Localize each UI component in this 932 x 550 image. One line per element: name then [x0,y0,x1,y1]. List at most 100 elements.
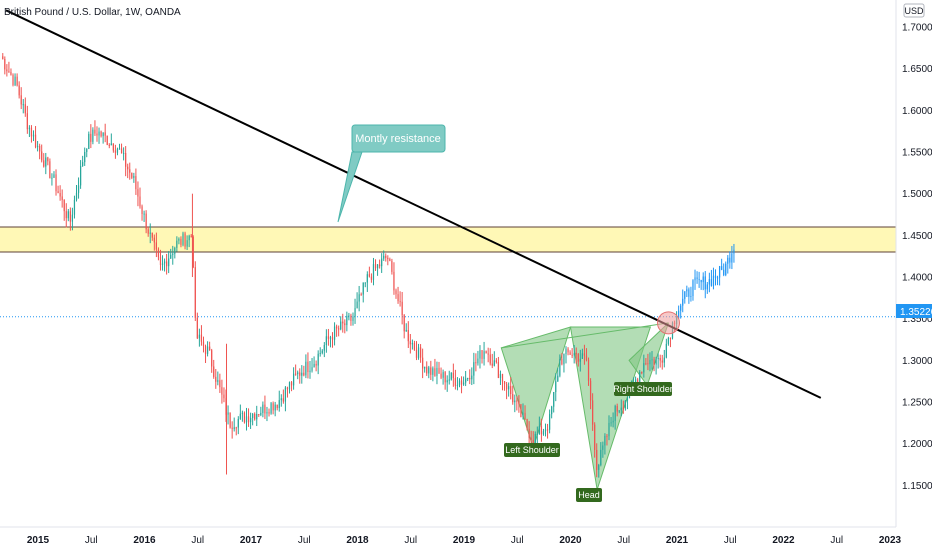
candle [446,375,448,392]
candle [551,405,553,419]
candle [460,376,463,394]
candle [700,279,702,290]
price-tick-label: 1.35000 [902,314,932,325]
candle [559,354,561,378]
candle [415,341,418,361]
candle [376,264,379,276]
descending-trendline[interactable] [5,9,822,399]
candle [41,144,43,163]
overlay-layer [5,9,822,399]
candle [350,313,352,326]
candle [577,352,579,367]
candle [182,231,184,247]
candle [137,181,139,207]
candle [114,144,117,159]
price-tick-label: 1.45000 [902,231,932,242]
candle [698,271,700,288]
candle [581,348,583,359]
candle [612,412,614,428]
candle [200,325,203,346]
resistance-callout[interactable]: Montly resistance [337,124,446,223]
price-axis[interactable]: USD 1.700001.650001.600001.550001.500001… [895,0,932,527]
candle [653,356,655,372]
candle [309,361,311,379]
candle [120,143,123,154]
candle [536,426,538,444]
candle [325,329,327,353]
current-price-tag: 1.35226 [896,304,932,318]
candle [65,203,67,228]
candle [55,169,57,196]
candle [665,338,667,359]
candle [647,353,649,371]
candle [657,353,659,369]
candle [237,416,239,435]
candle [131,172,133,180]
candle [10,68,12,76]
candle [110,133,112,146]
candle [315,360,317,372]
candle [32,130,35,142]
candle [387,255,389,266]
price-tick-label: 1.70000 [902,23,932,34]
candle [708,272,710,293]
candle [704,271,706,299]
candle [602,441,604,458]
candle [313,356,315,368]
candle [520,403,522,418]
candle [213,359,215,379]
time-axis[interactable]: 2015 Jul 2016 Jul 2017 Jul 2018 Jul 2019 Jul 2020 J… [0,526,902,546]
candle [370,273,373,283]
candle [292,367,295,390]
time-tick-label: Jul [617,535,630,546]
candle [12,73,14,87]
candle [125,146,127,177]
candle [112,143,114,153]
candle [364,282,366,288]
candle [333,322,336,346]
candle [53,171,55,179]
candle [49,158,51,179]
price-tick-label: 1.40000 [902,273,932,284]
candle [116,147,119,156]
candle [77,177,80,199]
head-badge[interactable]: Head [576,488,602,502]
candle [45,152,47,175]
candle [317,350,319,375]
candle [589,378,592,410]
candle [196,312,198,340]
candle [440,367,442,380]
candle [438,361,440,374]
candle [24,97,26,117]
candle [61,189,63,208]
candle [100,130,102,138]
left-shoulder-badge[interactable]: Left Shoulder [504,443,560,457]
candle [69,207,71,231]
candle [290,381,293,392]
candle [692,279,694,301]
candle [362,282,364,303]
candle [198,328,201,347]
candle [571,348,573,359]
candle [422,348,424,379]
candle [610,416,612,427]
candle [36,141,39,152]
right-shoulder-badge[interactable]: Right Shoulder [613,382,673,396]
candle [567,347,569,356]
candle [264,395,266,419]
candle [575,347,577,364]
candle [22,99,24,114]
candle [260,406,262,417]
candle [389,257,391,262]
candle [643,354,645,378]
candle [381,253,383,273]
candle [669,337,672,348]
candle [526,418,528,431]
candle [391,258,393,275]
candle [565,346,567,364]
candle [678,305,680,320]
currency-badge[interactable] [903,3,925,18]
time-tick-label: Jul [724,535,737,546]
